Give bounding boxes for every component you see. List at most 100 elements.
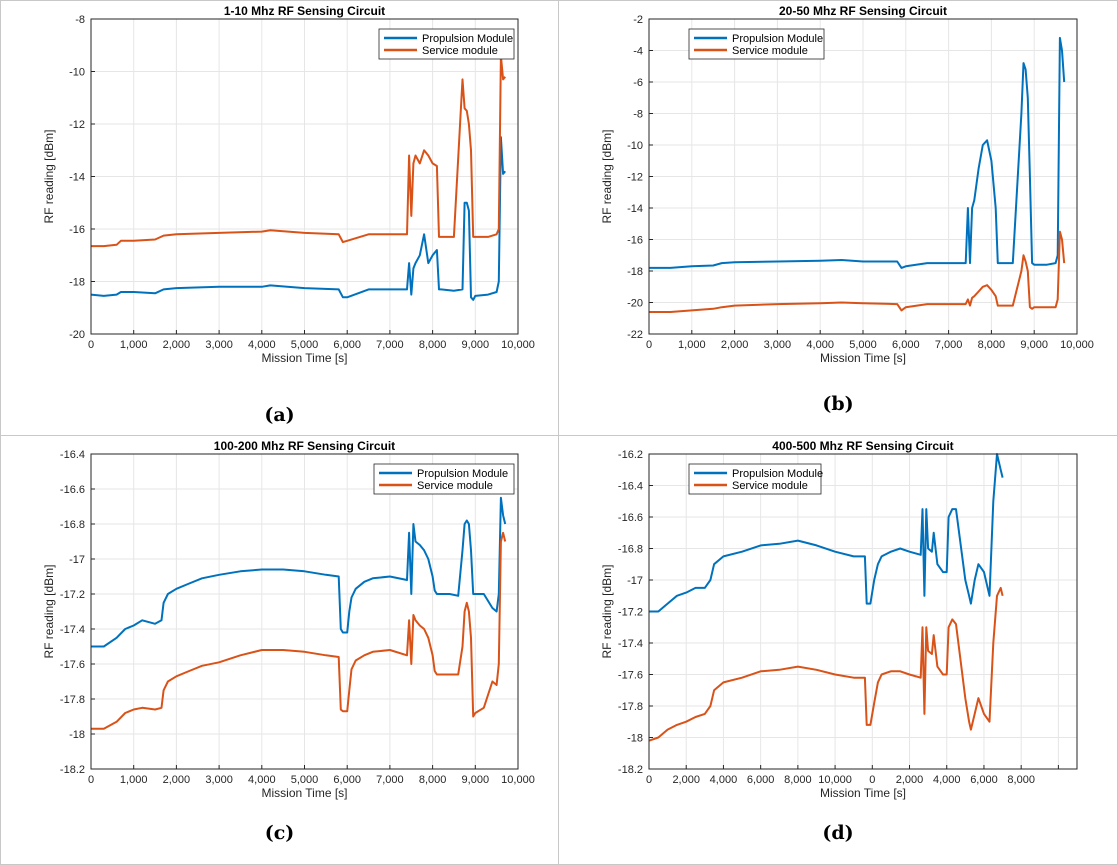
y-axis-label: RF reading [dBm] [600,564,614,658]
series-line-service [91,531,507,730]
caption-b: (b) [822,393,854,415]
x-tick-label: 9,000 [462,774,490,786]
y-tick-label: -17.2 [618,607,643,619]
legend-label: Propulsion Module [422,33,513,45]
series-line-propulsion [649,453,1004,613]
x-tick-label: 8,000 [784,774,812,786]
panel-b: 0 1,000 2,000 3,000 4,000 5,000 6,000 7,000 8,00… [558,0,1118,436]
x-tick-label: 4,000 [806,339,834,351]
x-tick-label: 8,000 [419,339,447,351]
x-tick-label: 2,000 [896,774,924,786]
x-tick-label: 4,000 [248,339,276,351]
y-tick-label: -17.6 [618,670,643,682]
y-tick-label: -16.6 [618,512,643,524]
y-tick-label: -10 [69,67,85,79]
legend-box [688,28,825,60]
x-tick-label: 0 [869,774,875,786]
caption-a: (a) [264,404,295,426]
y-tick-label: -8 [633,109,643,121]
y-tick-label: -17.6 [60,659,85,671]
caption-d: (d) [822,822,854,844]
y-tick-label: -4 [633,46,643,58]
x-tick-label: 5,000 [849,339,877,351]
y-tick-label: -8 [75,14,85,26]
chart-d: 0 2,000 4,000 6,000 8,000 10,000 0 2,000 4,000 6,… [600,439,1078,800]
x-tick-label: 3,000 [764,339,792,351]
y-tick-label: -2 [633,14,643,26]
panel-d: 0 2,000 4,000 6,000 8,000 10,000 0 2,000 4,000 6,… [558,435,1118,865]
y-tick-label: -18 [69,729,85,741]
x-tick-label: 10,000 [1060,339,1094,351]
x-tick-label: 2,000 [672,774,700,786]
x-tick-label: 8,000 [978,339,1006,351]
y-tick-label: -14 [69,172,85,184]
y-tick-label: -12 [69,119,85,131]
y-tick-label: -12 [627,172,643,184]
y-axis-label: RF reading [dBm] [42,129,56,223]
x-tick-label: 10,000 [501,774,535,786]
chart-title: 100-200 Mhz RF Sensing Circuit [214,439,395,453]
x-tick-label: 0 [88,774,94,786]
y-tick-label: -20 [69,329,85,341]
x-tick-label: 2,000 [721,339,749,351]
y-tick-label: -17.8 [60,694,85,706]
x-tick-label: 4,000 [933,774,961,786]
y-axis-label: RF reading [dBm] [600,129,614,223]
x-tick-label: 10,000 [818,774,852,786]
y-tick-label: -6 [633,77,643,89]
x-tick-label: 4,000 [248,774,276,786]
legend-label: Propulsion Module [732,33,823,45]
axes-frame [648,453,1078,770]
legend-box [378,28,515,60]
x-tick-label: 2,000 [163,339,191,351]
chart-b: 0 1,000 2,000 3,000 4,000 5,000 6,000 7,000 8,00… [600,4,1094,365]
x-tick-label: 9,000 [1020,339,1048,351]
y-axis-label: RF reading [dBm] [42,564,56,658]
x-tick-label: 8,000 [1007,774,1035,786]
y-tick-label: -16.8 [618,544,643,556]
x-tick-label: 4,000 [710,774,738,786]
x-tick-label: 1,000 [120,339,148,351]
legend-label: Service module [732,480,808,492]
x-tick-label: 0 [88,339,94,351]
y-tick-label: -16.4 [618,481,643,493]
series-line-propulsion [90,136,506,301]
x-tick-label: 7,000 [935,339,963,351]
y-tick-label: -17.4 [60,624,85,636]
x-tick-label: 6,000 [747,774,775,786]
axes-frame [90,18,519,335]
x-tick-label: 6,000 [892,339,920,351]
y-tick-label: -16 [627,235,643,247]
x-tick-label: 1,000 [678,339,706,351]
chart-title: 20-50 Mhz RF Sensing Circuit [779,4,947,18]
y-tick-label: -14 [627,203,643,215]
x-tick-label: 1,000 [120,774,148,786]
series-line-service [91,54,506,248]
x-tick-label: 6,000 [333,339,361,351]
legend-label: Service module [417,480,493,492]
legend-label: Service module [422,45,498,57]
x-tick-label: 5,000 [291,774,319,786]
y-tick-label: -17.4 [618,638,643,650]
legend-box [688,463,822,495]
chart-title: 400-500 Mhz RF Sensing Circuit [772,439,953,453]
chart-title: 1-10 Mhz RF Sensing Circuit [224,4,385,18]
x-tick-label: 8,000 [419,774,447,786]
legend-label: Propulsion Module [417,468,508,480]
x-axis-label: Mission Time [s] [261,786,347,800]
series-line-propulsion [91,496,507,648]
y-tick-label: -17 [69,554,85,566]
x-tick-label: 0 [646,339,652,351]
y-tick-label: -16 [69,224,85,236]
y-tick-label: -16.2 [618,449,643,461]
x-tick-label: 3,000 [205,339,233,351]
y-tick-label: -16.4 [60,449,85,461]
y-tick-label: -20 [627,298,643,310]
axes-frame [90,453,519,770]
chart-a: 0 1,000 2,000 3,000 4,000 5,000 6,000 7,000 8,00… [42,4,535,365]
legend-box [373,463,515,495]
y-tick-label: -10 [627,140,643,152]
